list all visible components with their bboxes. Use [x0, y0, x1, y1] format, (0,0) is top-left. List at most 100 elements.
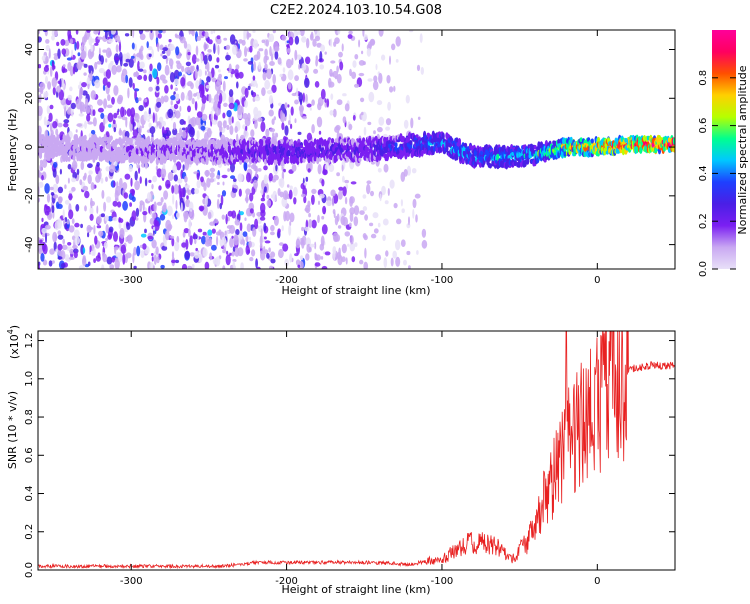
noise-speckle [358, 72, 365, 77]
noise-speckle [252, 75, 256, 81]
noise-speckle [333, 211, 336, 219]
ridge-cell [323, 139, 327, 147]
noise-speckle [320, 235, 325, 247]
noise-speckle [369, 222, 374, 227]
noise-speckle [261, 39, 266, 44]
noise-speckle [71, 186, 76, 192]
noise-speckle [299, 106, 304, 117]
noise-speckle [263, 55, 268, 65]
noise-speckle [207, 211, 212, 220]
noise-speckle [236, 81, 239, 89]
noise-speckle [354, 83, 360, 88]
noise-speckle [363, 34, 368, 41]
ridge-cell [365, 146, 369, 152]
noise-speckle [147, 235, 154, 240]
noise-speckle [212, 258, 219, 265]
noise-speckle [373, 130, 376, 135]
noise-speckle [288, 224, 292, 236]
noise-speckle [44, 120, 50, 126]
noise-speckle [391, 43, 396, 51]
noise-speckle [60, 262, 66, 269]
noise-speckle [297, 131, 302, 135]
noise-speckle [301, 36, 307, 43]
noise-speckle [117, 94, 124, 103]
noise-speckle [218, 93, 223, 104]
noise-speckle [55, 128, 59, 136]
noise-speckle [46, 105, 51, 115]
noise-speckle [81, 82, 87, 88]
noise-speckle [214, 94, 220, 103]
noise-speckle [320, 88, 326, 100]
noise-speckle [82, 247, 86, 254]
noise-speckle [174, 87, 178, 91]
noise-speckle [84, 190, 90, 199]
noise-speckle [139, 203, 143, 212]
noise-speckle [180, 91, 185, 101]
noise-speckle [112, 119, 116, 125]
ridge-cell [145, 141, 149, 149]
ridge-cell [307, 156, 311, 164]
noise-speckle [208, 39, 213, 45]
noise-speckle [246, 172, 251, 183]
noise-speckle [278, 242, 284, 246]
noise-speckle [324, 164, 328, 171]
noise-speckle [378, 116, 385, 126]
noise-speckle [113, 246, 119, 251]
noise-speckle [228, 63, 232, 73]
noise-speckle [39, 239, 43, 244]
noise-speckle [38, 36, 42, 43]
ridge-cell [485, 144, 489, 151]
ridge-cell [370, 150, 374, 158]
noise-speckle [283, 168, 286, 173]
ridge-cell [569, 138, 573, 144]
ridge-cell [112, 150, 116, 156]
noise-speckle [275, 132, 279, 138]
noise-speckle [200, 125, 206, 131]
noise-speckle [167, 171, 174, 182]
noise-speckle [171, 259, 176, 264]
noise-speckle [127, 235, 132, 241]
ridge-cell [299, 144, 304, 149]
ridge-cell [579, 137, 583, 142]
noise-speckle [180, 202, 183, 213]
noise-speckle [81, 90, 88, 96]
noise-speckle [194, 238, 197, 245]
noise-speckle [102, 49, 107, 53]
noise-speckle [400, 239, 406, 247]
noise-speckle [336, 172, 340, 177]
noise-speckle [149, 262, 155, 269]
noise-speckle [213, 101, 218, 112]
noise-speckle [107, 112, 114, 123]
noise-speckle [218, 229, 222, 236]
noise-speckle [359, 259, 364, 265]
ridge-cell [171, 146, 176, 154]
noise-speckle [341, 43, 344, 52]
noise-speckle [175, 60, 181, 65]
noise-speckle [237, 173, 243, 183]
noise-speckle [106, 81, 111, 88]
noise-speckle [395, 239, 401, 251]
noise-speckle [264, 240, 271, 244]
noise-speckle [222, 120, 227, 129]
noise-speckle [239, 211, 245, 216]
ridge-cell [318, 156, 322, 162]
noise-speckle [417, 116, 421, 121]
ridge-cell [260, 139, 264, 147]
noise-speckle [138, 30, 144, 35]
snr-scale-label: (x104) [6, 325, 21, 359]
noise-speckle [218, 73, 223, 79]
noise-speckle [213, 30, 216, 34]
noise-speckle [118, 218, 124, 224]
noise-speckle [151, 48, 154, 58]
noise-speckle [84, 172, 87, 179]
noise-speckle [155, 85, 160, 92]
noise-speckle [244, 117, 251, 127]
noise-speckle [228, 89, 234, 98]
noise-speckle [95, 255, 102, 262]
ridge-cell [358, 157, 362, 162]
noise-speckle [137, 75, 143, 80]
noise-speckle [224, 230, 227, 236]
noise-speckle [260, 209, 266, 218]
noise-speckle [64, 199, 70, 205]
noise-speckle [319, 193, 325, 199]
